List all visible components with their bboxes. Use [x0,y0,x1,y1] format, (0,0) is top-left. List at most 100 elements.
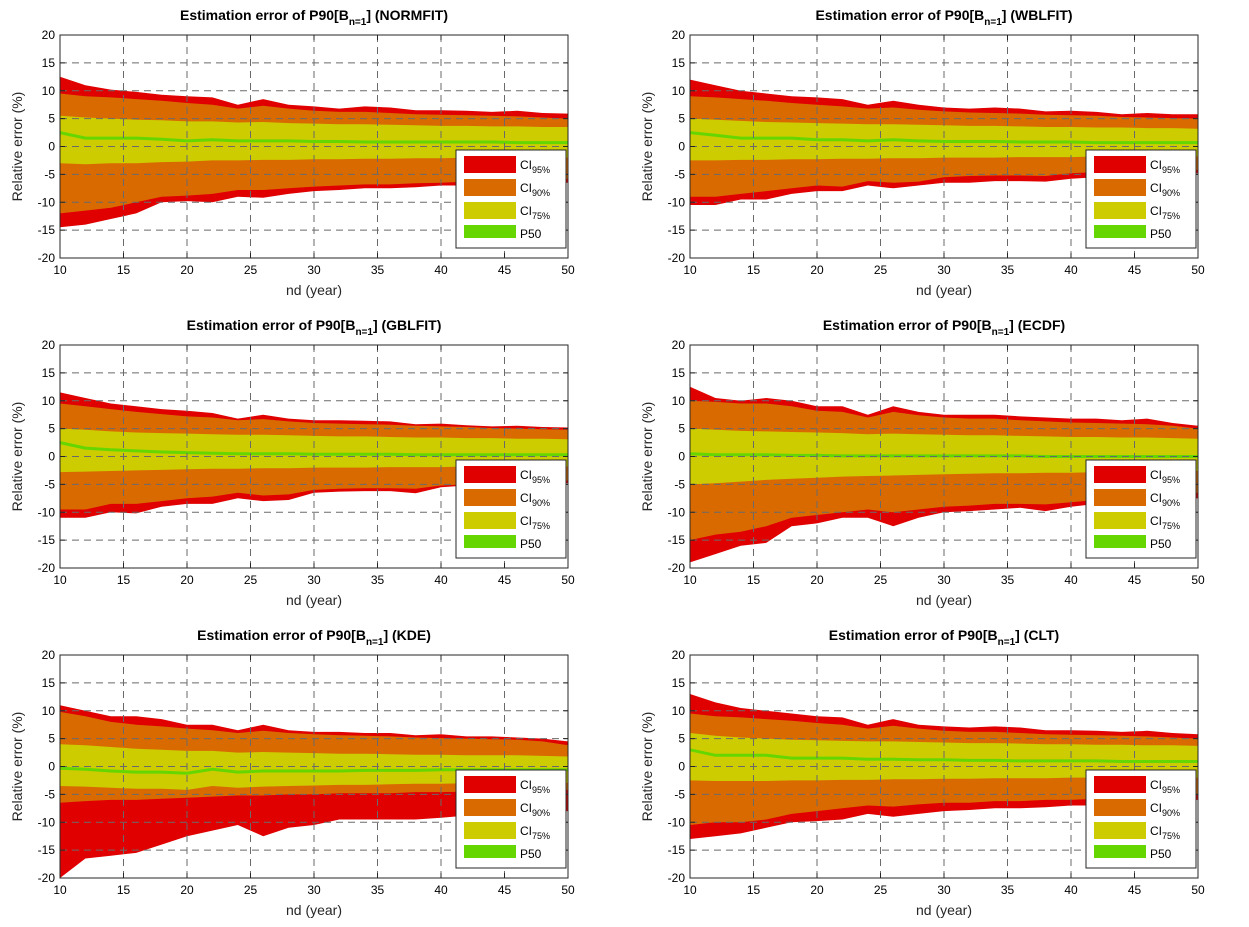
chart-title-suffix: ] (ECDF) [1009,317,1065,333]
y-tick-label: 0 [678,760,685,774]
y-tick-label: -20 [668,561,686,575]
legend-ci75-swatch [1094,822,1146,839]
x-tick-label: 45 [498,573,512,587]
x-tick-label: 10 [53,573,67,587]
legend-ci90-label: CI90% [1150,181,1180,198]
y-tick-label: 20 [42,338,56,352]
chart-title-prefix: Estimation error of P90[B [829,627,998,643]
y-tick-label: 10 [42,84,56,98]
x-tick-label: 25 [874,263,888,277]
x-tick-label: 35 [371,573,385,587]
legend-ci95-swatch [1094,776,1146,793]
y-tick-label: 0 [48,450,55,464]
y-tick-label: -15 [38,223,56,237]
legend-ci95-label: CI95% [520,468,550,485]
y-tick-label: 0 [48,140,55,154]
legend-ci75-swatch [1094,512,1146,529]
x-tick-label: 25 [874,883,888,897]
x-tick-label: 45 [1128,883,1142,897]
y-tick-label: 20 [672,338,686,352]
y-tick-label: -5 [44,787,55,801]
y-tick-label: -15 [668,533,686,547]
legend-ci95-label: CI95% [1150,158,1180,175]
y-tick-label: -15 [668,223,686,237]
y-axis-label: Relative error (%) [9,92,25,202]
y-tick-label: 20 [42,28,56,42]
x-axis-label: nd (year) [286,592,342,608]
x-axis-label: nd (year) [286,282,342,298]
legend-ci75-swatch [464,822,516,839]
y-tick-label: 5 [48,112,55,126]
legend-ci95-label: CI95% [520,158,550,175]
y-axis-label: Relative error (%) [639,402,655,512]
y-axis-label: Relative error (%) [9,402,25,512]
legend-p50-swatch [464,225,516,238]
y-tick-label: 10 [42,394,56,408]
chart-title: Estimation error of P90[Bn=1] (GBLFIT) [187,317,442,338]
y-tick-label: 10 [42,704,56,718]
x-tick-label: 45 [498,263,512,277]
y-tick-label: -5 [674,787,685,801]
chart-title: Estimation error of P90[Bn=1] (ECDF) [823,317,1065,338]
y-tick-label: -15 [38,843,56,857]
y-tick-label: 5 [678,732,685,746]
chart-title-prefix: Estimation error of P90[B [815,7,984,23]
x-tick-label: 15 [117,573,131,587]
x-tick-label: 20 [810,263,824,277]
band-ci75 [60,428,568,473]
legend-ci90-swatch [464,179,516,196]
legend-ci75-label: CI75% [1150,824,1180,841]
chart-title-prefix: Estimation error of P90[B [187,317,356,333]
legend-p50-swatch [1094,845,1146,858]
chart-title-subscript: n=1 [366,637,384,648]
legend-ci95-label: CI95% [520,778,550,795]
legend-p50-label: P50 [1150,537,1172,551]
y-axis-label: Relative error (%) [9,712,25,822]
x-tick-label: 25 [244,573,258,587]
chart-panel-wblfit: 10 15 20 25 30 35 40 45 50 -20 -15 -10 -5 0 5 10 15 20 Est… [630,0,1230,300]
x-tick-label: 35 [371,883,385,897]
y-tick-label: 15 [42,366,56,380]
legend-ci95-swatch [464,776,516,793]
x-tick-label: 25 [244,883,258,897]
y-tick-label: 15 [672,676,686,690]
legend-p50-label: P50 [1150,847,1172,861]
x-tick-label: 30 [307,263,321,277]
legend-ci90-label: CI90% [520,801,550,818]
x-tick-label: 35 [371,263,385,277]
legend-ci90-label: CI90% [1150,801,1180,818]
legend-ci95-label: CI95% [1150,468,1180,485]
x-tick-label: 15 [747,883,761,897]
y-tick-label: -20 [38,251,56,265]
chart-panel-normfit: 10 15 20 25 30 35 40 45 50 -20 -15 -10 -5 0 5 10 15 20 Est… [0,0,600,300]
chart-title: Estimation error of P90[Bn=1] (NORMFIT) [180,7,448,28]
y-tick-label: -10 [38,195,56,209]
series-p50-line [59,131,568,145]
legend-ci90-swatch [1094,179,1146,196]
y-tick-label: -20 [38,871,56,885]
chart-title-suffix: ] (KDE) [383,627,430,643]
legend-ci75-label: CI75% [1150,514,1180,531]
y-tick-label: 10 [672,84,686,98]
x-tick-label: 40 [1064,263,1078,277]
x-tick-label: 15 [747,263,761,277]
chart-panel-gblfit: 10 15 20 25 30 35 40 45 50 -20 -15 -10 -5 0 5 10 15 20 Est… [0,310,600,610]
chart-title-suffix: ] (WBLFIT) [1002,7,1073,23]
y-tick-label: -15 [668,843,686,857]
legend-ci95-swatch [1094,156,1146,173]
x-axis-label: nd (year) [916,282,972,298]
x-tick-label: 50 [1191,573,1205,587]
legend-ci90-label: CI90% [520,491,550,508]
chart-title: Estimation error of P90[Bn=1] (WBLFIT) [815,7,1072,28]
x-tick-label: 40 [434,573,448,587]
y-tick-label: 15 [42,676,56,690]
x-tick-label: 20 [180,573,194,587]
chart-gblfit: 10 15 20 25 30 35 40 45 50 -20 -15 -10 -5 0 5 10 15 20 Est… [9,317,575,608]
legend-p50-label: P50 [520,227,542,241]
x-tick-label: 30 [307,883,321,897]
x-tick-label: 10 [683,883,697,897]
x-tick-label: 30 [937,573,951,587]
y-tick-label: -20 [668,871,686,885]
x-tick-label: 35 [1001,573,1015,587]
x-tick-label: 45 [498,883,512,897]
